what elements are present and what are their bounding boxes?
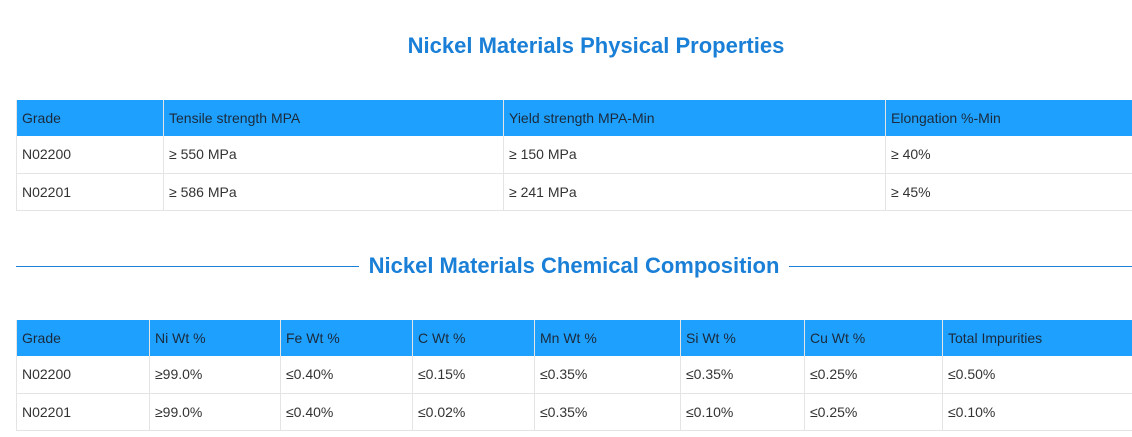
column-header: Cu Wt % <box>804 320 943 356</box>
table-cell: ≤0.35% <box>534 356 681 394</box>
table-row: N02201 ≥99.0% ≤0.40% ≤0.02% ≤0.35% ≤0.10… <box>16 393 1132 431</box>
table-cell: ≥99.0% <box>149 393 281 431</box>
table-cell: ≥ 550 MPa <box>163 136 504 174</box>
table-header-row: Grade Tensile strength MPA Yield strengt… <box>16 100 1132 136</box>
table-cell: N02201 <box>16 393 150 431</box>
table-row: N02200 ≥99.0% ≤0.40% ≤0.15% ≤0.35% ≤0.35… <box>16 356 1132 394</box>
table-row: N02200 ≥ 550 MPa ≥ 150 MPa ≥ 40% <box>16 136 1132 174</box>
table-cell: N02200 <box>16 136 164 174</box>
table-cell: ≤0.40% <box>280 356 413 394</box>
table-cell: ≤0.25% <box>804 393 943 431</box>
table-cell: ≤0.15% <box>412 356 535 394</box>
table-cell: ≤0.02% <box>412 393 535 431</box>
column-header: Tensile strength MPA <box>163 100 504 136</box>
table-cell: ≥ 241 MPa <box>503 173 886 211</box>
table-row: N02201 ≥ 586 MPa ≥ 241 MPa ≥ 45% <box>16 173 1132 211</box>
table-cell: ≤0.50% <box>942 356 1132 394</box>
table-cell: ≤0.40% <box>280 393 413 431</box>
table-header-row: Grade Ni Wt % Fe Wt % C Wt % Mn Wt % Si … <box>16 320 1132 356</box>
chemical-composition-heading: Nickel Materials Chemical Composition <box>16 252 1132 280</box>
table-cell: ≤0.10% <box>942 393 1132 431</box>
table-cell: ≥ 45% <box>885 173 1132 211</box>
table-cell: ≤0.35% <box>680 356 805 394</box>
physical-properties-table: Grade Tensile strength MPA Yield strengt… <box>16 100 1132 211</box>
column-header: Mn Wt % <box>534 320 681 356</box>
table-cell: ≥99.0% <box>149 356 281 394</box>
chemical-composition-title: Nickel Materials Chemical Composition <box>368 253 780 278</box>
table-cell: ≥ 150 MPa <box>503 136 886 174</box>
divider-left <box>16 265 359 267</box>
divider-right <box>789 265 1132 267</box>
table-cell: N02200 <box>16 356 150 394</box>
column-header: Elongation %-Min <box>885 100 1132 136</box>
column-header: Fe Wt % <box>280 320 413 356</box>
table-cell: N02201 <box>16 173 164 211</box>
physical-properties-title: Nickel Materials Physical Properties <box>407 33 785 58</box>
chemical-composition-table: Grade Ni Wt % Fe Wt % C Wt % Mn Wt % Si … <box>16 320 1132 431</box>
column-header: Total Impurities <box>942 320 1132 356</box>
table-cell: ≥ 586 MPa <box>163 173 504 211</box>
column-header: Grade <box>16 100 164 136</box>
column-header: Si Wt % <box>680 320 805 356</box>
table-cell: ≤0.10% <box>680 393 805 431</box>
column-header: Grade <box>16 320 150 356</box>
column-header: Ni Wt % <box>149 320 281 356</box>
table-cell: ≤0.35% <box>534 393 681 431</box>
table-cell: ≤0.25% <box>804 356 943 394</box>
column-header: C Wt % <box>412 320 535 356</box>
table-cell: ≥ 40% <box>885 136 1132 174</box>
column-header: Yield strength MPA-Min <box>503 100 886 136</box>
